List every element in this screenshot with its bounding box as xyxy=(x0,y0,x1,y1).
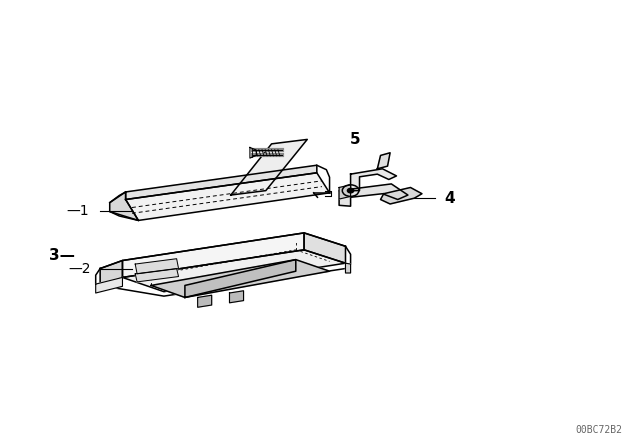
Polygon shape xyxy=(122,250,346,292)
Text: —2: —2 xyxy=(68,262,90,276)
Polygon shape xyxy=(378,153,390,169)
Polygon shape xyxy=(339,184,408,206)
Polygon shape xyxy=(198,295,212,307)
Polygon shape xyxy=(346,263,351,273)
Polygon shape xyxy=(339,185,351,199)
Circle shape xyxy=(348,188,354,193)
Polygon shape xyxy=(135,268,179,282)
Polygon shape xyxy=(304,233,346,263)
Polygon shape xyxy=(381,188,422,204)
Text: —1: —1 xyxy=(67,204,89,218)
Text: 5: 5 xyxy=(349,132,360,147)
Polygon shape xyxy=(96,277,122,293)
Polygon shape xyxy=(125,173,330,220)
Polygon shape xyxy=(125,165,317,199)
Text: 3—: 3— xyxy=(49,248,75,263)
Polygon shape xyxy=(100,260,122,285)
Polygon shape xyxy=(122,233,304,277)
Polygon shape xyxy=(351,169,396,190)
Polygon shape xyxy=(185,260,296,297)
Polygon shape xyxy=(230,291,244,303)
Polygon shape xyxy=(151,260,330,297)
Polygon shape xyxy=(231,139,307,195)
Polygon shape xyxy=(109,192,138,220)
Text: 00BC72B2: 00BC72B2 xyxy=(576,426,623,435)
Text: 4: 4 xyxy=(444,191,455,206)
Polygon shape xyxy=(135,259,179,274)
